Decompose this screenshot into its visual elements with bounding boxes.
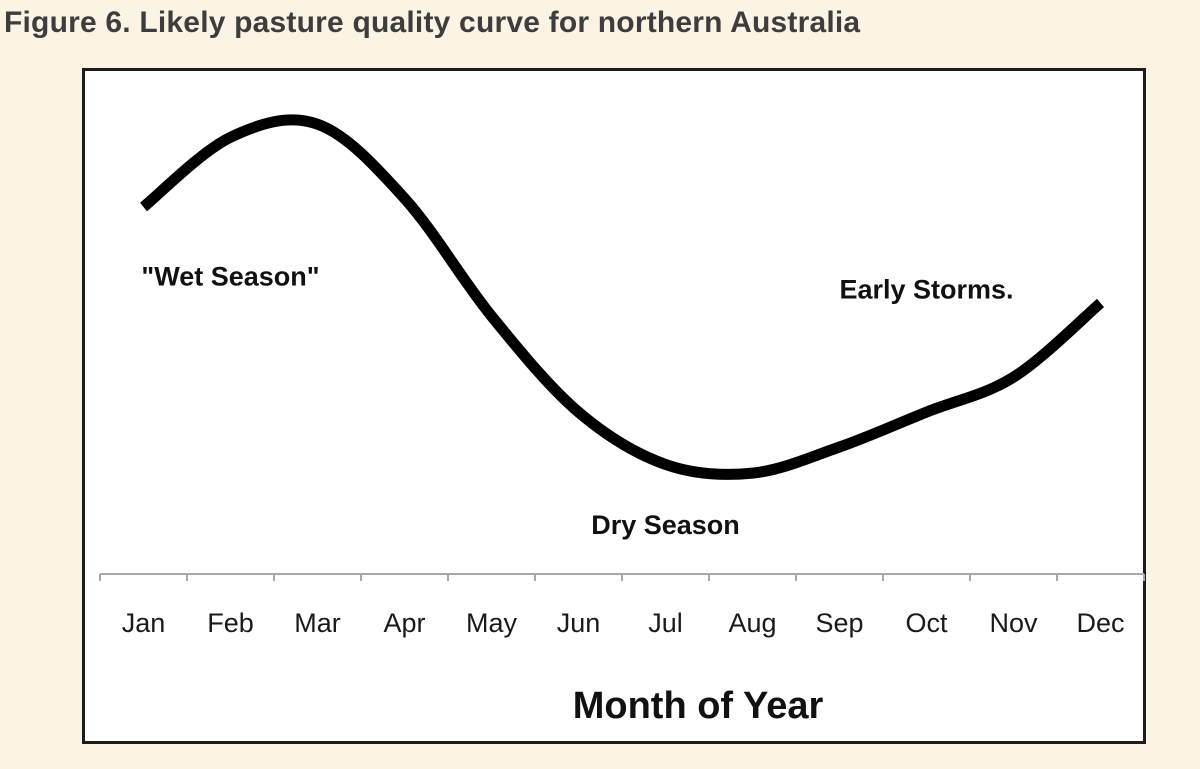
annotation-0: "Wet Season" (141, 262, 319, 292)
x-tick-label-nov: Nov (989, 608, 1038, 638)
x-tick-label-may: May (466, 608, 518, 638)
x-tick-label-feb: Feb (207, 608, 254, 638)
x-tick-label-aug: Aug (728, 608, 776, 638)
x-axis-label: Month of Year (573, 685, 824, 727)
annotation-2: Early Storms. (839, 275, 1013, 305)
annotation-layer: "Wet Season" Dry Season Early Storms. (141, 262, 1013, 541)
x-tick-label-mar: Mar (294, 608, 341, 638)
x-tick-label-sep: Sep (815, 608, 863, 638)
figure-title: Figure 6. Likely pasture quality curve f… (4, 6, 861, 39)
x-tick-label-jun: Jun (557, 608, 601, 638)
x-tick-label-jul: Jul (648, 608, 683, 638)
x-tick-label-dec: Dec (1076, 608, 1124, 638)
series-line-0 (139, 114, 1105, 480)
x-axis: Jan Feb Mar Apr May Jun Jul Aug Sep Oct Nov Dec (99, 573, 1145, 638)
series-layer (139, 114, 1105, 480)
x-tick-label-oct: Oct (905, 608, 948, 638)
x-tick-label-apr: Apr (383, 608, 425, 638)
chart-frame (82, 68, 1146, 744)
x-tick-label-jan: Jan (122, 608, 166, 638)
annotation-1: Dry Season (591, 510, 740, 540)
